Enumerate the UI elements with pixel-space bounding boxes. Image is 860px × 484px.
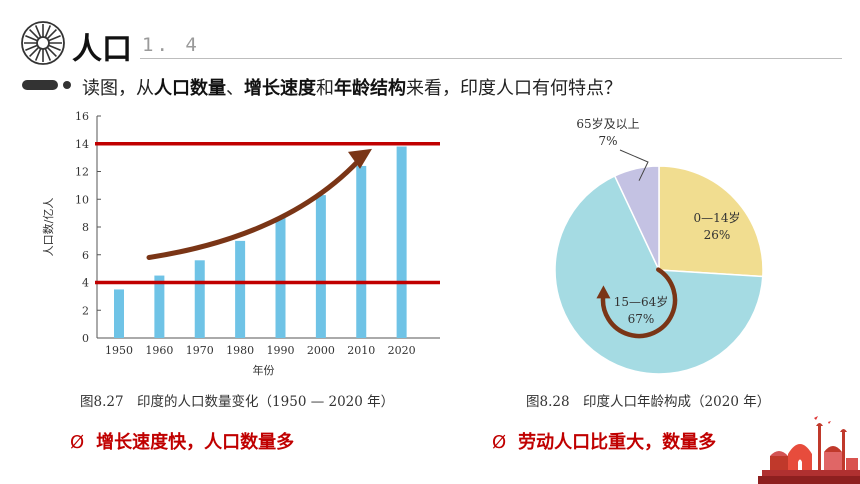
- bar: [396, 146, 407, 338]
- header-divider: [140, 58, 842, 59]
- y-tick-label: 2: [82, 304, 89, 317]
- x-tick-label: 1980: [226, 344, 254, 357]
- pie-slice: [554, 174, 764, 375]
- answer-bullet: Ø: [492, 432, 507, 453]
- slice-percent: 26%: [704, 228, 731, 242]
- x-tick-label: 1990: [267, 344, 295, 357]
- cycle-arrow-curve: [600, 267, 678, 339]
- y-tick-label: 12: [75, 166, 89, 179]
- slice-label: 0—14岁: [694, 210, 741, 225]
- population-bar-chart: 0 2 4 6 8 10 12 14 16 1950 1960 1970 1980 1990 2000 201…: [42, 110, 440, 377]
- cycle-arrowhead-icon: [596, 285, 611, 299]
- bar: [315, 195, 326, 338]
- leader-line: [619, 149, 649, 181]
- pie-slice: [658, 165, 764, 278]
- bar: [275, 217, 286, 338]
- india-landmark-decoration: [758, 416, 860, 484]
- y-axis-label: 人口数/亿人: [42, 198, 55, 257]
- slice-label: 65岁及以上: [576, 116, 639, 131]
- y-tick-label: 4: [82, 277, 89, 290]
- bar: [114, 289, 124, 338]
- pie-slice: [613, 165, 660, 271]
- x-axis-label: 年份: [253, 363, 275, 377]
- y-tick-label: 6: [82, 249, 89, 262]
- pie-chart-caption: 图8.28 印度人口年龄构成（2020 年）: [526, 394, 771, 410]
- x-tick-label: 1960: [145, 344, 173, 357]
- y-tick-label: 14: [75, 138, 89, 151]
- slice-percent: 7%: [598, 134, 617, 148]
- answer-bullet: Ø: [70, 432, 85, 453]
- bar: [154, 275, 165, 338]
- trend-arrow-curve: [146, 152, 367, 261]
- x-tick-label: 2020: [388, 344, 416, 357]
- answer-right: Ø 劳动人口比重大，数量多: [492, 432, 717, 453]
- bar: [356, 165, 367, 338]
- y-tick-label: 16: [75, 110, 89, 123]
- pill-bullet-icon: [22, 80, 71, 90]
- x-tick-label: 2000: [307, 344, 335, 357]
- answer-left: Ø 增长速度快，人口数量多: [70, 432, 295, 453]
- y-tick-label: 0: [82, 332, 89, 345]
- x-tick-label: 1950: [105, 344, 133, 357]
- x-tick-label: 1970: [186, 344, 214, 357]
- page-title: 人口: [72, 32, 132, 67]
- question-text: 读图，从人口数量、增长速度和年龄结构来看，印度人口有何特点？: [82, 78, 622, 99]
- y-tick-label: 10: [75, 193, 89, 206]
- bar-chart-caption: 图8.27 印度的人口数量变化（1950 — 2020 年）: [80, 394, 395, 410]
- slice-percent: 67%: [628, 312, 655, 326]
- section-number: 1. 4: [142, 34, 200, 56]
- trend-arrowhead-icon: [348, 148, 372, 169]
- x-tick-label: 2010: [347, 344, 375, 357]
- y-tick-label: 8: [82, 221, 89, 234]
- bar: [235, 240, 246, 338]
- sunflower-logo-icon: [21, 21, 65, 65]
- bar: [194, 260, 205, 338]
- age-structure-pie-chart: 0—14岁 26% 15—64岁 67% 65岁及以上 7%: [554, 116, 764, 375]
- slice-label: 15—64岁: [614, 294, 669, 309]
